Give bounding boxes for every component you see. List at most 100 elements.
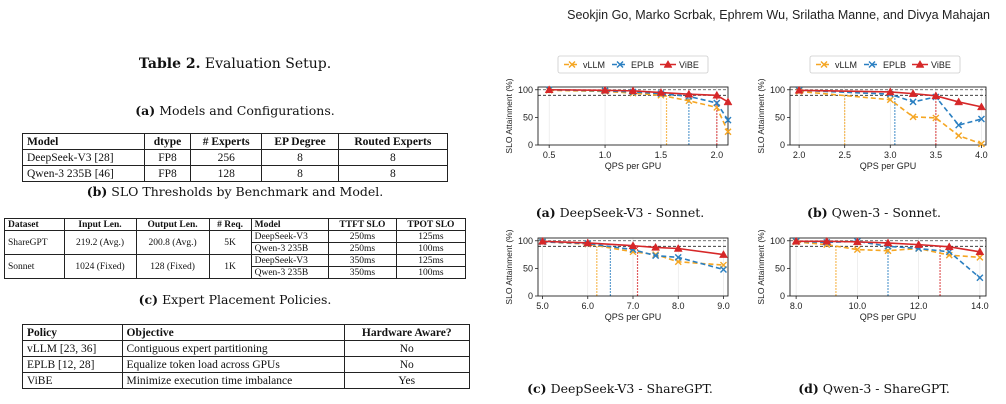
marker-stroke [886, 96, 894, 104]
header-cell: Model [22, 133, 145, 150]
table-cell: 128 (Fixed) [135, 254, 210, 279]
header-cell: EP Degree [261, 133, 339, 150]
x-axis-label: QPS per GPU [605, 312, 662, 322]
table-cell: Minimize execution time imbalance [121, 372, 345, 389]
data-point-marker [719, 265, 727, 273]
table-cell: 1024 (Fixed) [63, 254, 137, 279]
table-cell: Contiguous expert partitioning [121, 340, 345, 357]
data-point-marker [719, 250, 728, 258]
models-config-table: Model dtype # Experts EP Degree Routed E… [22, 133, 449, 182]
table-cell: 250ms [328, 230, 397, 243]
header-cell: dtype [143, 133, 192, 150]
header-cell: Model [250, 218, 330, 231]
legend-label: ViBE [679, 60, 699, 70]
x-tick-label: 2.5 [838, 150, 851, 160]
marker-stroke [713, 99, 721, 107]
table-cell: 350ms [328, 254, 397, 267]
series-line-vllm [542, 241, 724, 266]
marker-stroke [977, 115, 985, 123]
table-row: Qwen-3 235B [46] FP8 128 8 8 [22, 165, 449, 182]
data-point-marker [652, 252, 660, 260]
chart-d-caption: (d) Qwen-3 - ShareGPT. [748, 381, 1000, 396]
header-cell: Policy [22, 324, 123, 341]
x-tick-label: 2.0 [711, 150, 724, 160]
header-cell: Output Len. [135, 218, 210, 231]
placement-policies-table: Policy Objective Hardware Aware? vLLM [2… [22, 324, 471, 389]
data-point-marker [908, 89, 918, 97]
chart-d-title: Qwen-3 - ShareGPT. [822, 381, 950, 396]
marker-stroke [868, 61, 876, 68]
legend-box [809, 55, 961, 74]
table-cell: EPLB [12, 28] [22, 356, 123, 373]
chart-d-label: (d) [798, 381, 819, 396]
data-point-marker [628, 86, 638, 95]
data-point-marker [684, 89, 694, 98]
data-point-marker [976, 274, 984, 282]
table-cell: FP8 [143, 165, 192, 182]
data-point-marker [583, 238, 593, 247]
subtable-c-title: Expert Placement Policies. [162, 292, 332, 307]
table-cell: 125ms [395, 230, 467, 243]
table-cell: vLLM [23, 36] [22, 340, 123, 357]
x-tick-label: 0.5 [543, 150, 556, 160]
marker-stroke [820, 61, 828, 68]
y-axis-label: SLO Attainment (%) [504, 229, 514, 304]
marker-stroke [724, 116, 732, 124]
y-tick-label: 50 [523, 263, 533, 273]
slo-thresholds-table: Dataset Input Len. Output Len. # Req. Mo… [4, 218, 467, 279]
subtable-a-caption: (a) Models and Configurations. [0, 103, 470, 118]
data-point-marker [544, 85, 554, 94]
marker-stroke [932, 114, 940, 122]
data-point-marker [791, 236, 801, 245]
header-cell: Hardware Aware? [343, 324, 471, 341]
marker-stroke [955, 121, 963, 129]
data-point-marker [977, 115, 985, 123]
table-caption-text: Evaluation Setup. [204, 56, 332, 72]
table-cell: 350ms [328, 266, 397, 279]
data-point-marker [852, 237, 862, 246]
data-point-marker [915, 59, 925, 68]
slo-chart-deepseek-sonnet: vLLM EPLB ViBE 0 50 100 0.5 1.0 1.5 2.0 QPS per GP… [504, 55, 733, 171]
data-point-marker [723, 97, 733, 106]
series-line-eplb [542, 241, 724, 271]
y-tick-label: 100 [518, 85, 533, 95]
y-axis-label: SLO Attainment (%) [756, 229, 766, 304]
data-point-marker [673, 243, 683, 252]
table-row: Qwen-3 235B 350ms 100ms [5, 266, 467, 279]
marker-stroke [616, 61, 624, 68]
table-cell: 250ms [328, 242, 397, 255]
subtable-c-caption: (c) Expert Placement Policies. [0, 292, 470, 307]
x-axis-label: QPS per GPU [860, 312, 917, 322]
x-tick-label: 9.0 [717, 301, 730, 311]
series-line-vibe [542, 240, 724, 256]
plot-frame [789, 237, 987, 297]
data-point-marker [724, 116, 732, 124]
y-axis-label: SLO Attainment (%) [756, 78, 766, 153]
table-header-row: Dataset Input Len. Output Len. # Req. Mo… [4, 218, 467, 231]
data-point-marker [820, 61, 828, 68]
y-tick-label: 50 [775, 112, 785, 122]
x-axis-label: QPS per GPU [605, 161, 662, 171]
table-caption-label: Table 2. [138, 56, 201, 72]
table-cell: 100ms [395, 242, 467, 255]
x-tick-label: 1.5 [655, 150, 668, 160]
marker-stroke [652, 252, 660, 260]
x-tick-label: 8.0 [672, 301, 685, 311]
table-cell: ShareGPT [4, 230, 65, 255]
chart-b-caption: (b) Qwen-3 - Sonnet. [748, 205, 1000, 220]
subtable-b-title: SLO Thresholds by Benchmark and Model. [111, 184, 384, 199]
data-point-marker [886, 96, 894, 104]
chart-c-title: DeepSeek-V3 - ShareGPT. [550, 381, 713, 396]
data-point-marker [955, 121, 963, 129]
series-line-eplb [799, 89, 982, 127]
chart-c-caption: (c) DeepSeek-V3 - ShareGPT. [496, 381, 744, 396]
y-tick-label: 0 [528, 291, 533, 301]
data-point-marker [674, 253, 682, 261]
chart-a-title: DeepSeek-V3 - Sonnet. [559, 205, 705, 220]
data-point-marker [883, 238, 893, 247]
x-tick-label: 14.0 [971, 301, 989, 311]
table-cell: 8 [337, 165, 449, 182]
subtable-c-label: (c) [138, 292, 159, 307]
data-point-marker [713, 99, 721, 107]
table-row: DeepSeek-V3 [28] FP8 256 8 8 [22, 149, 449, 166]
